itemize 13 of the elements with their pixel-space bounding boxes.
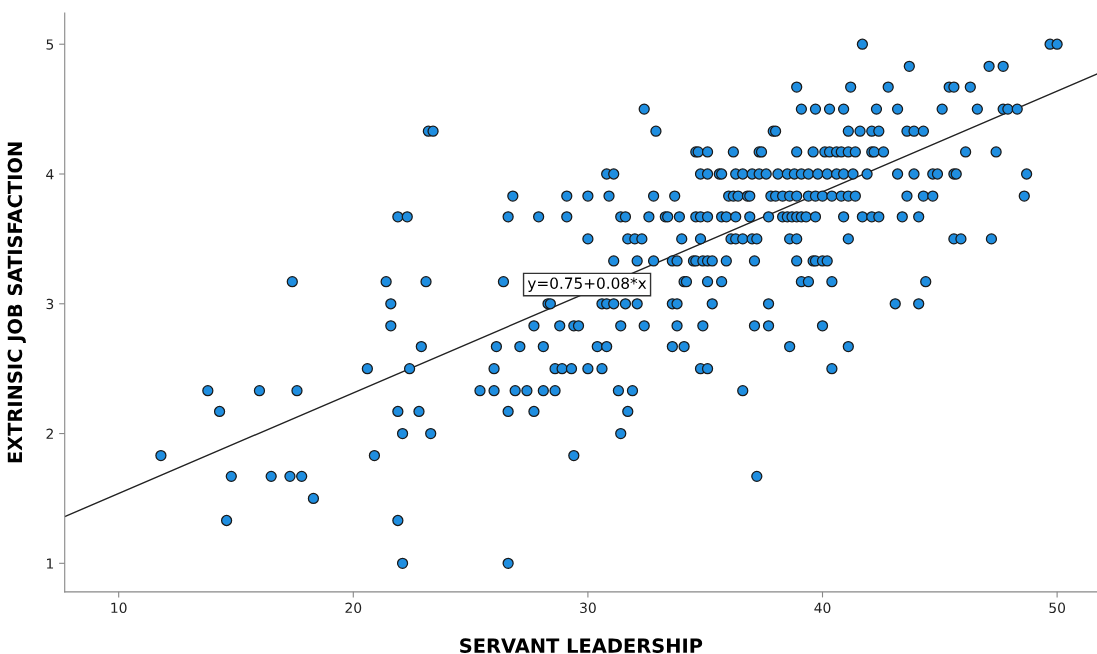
y-axis-title: EXTRINSIC JOB SATISFACTION bbox=[7, 142, 26, 463]
x-tick-label: 20 bbox=[345, 602, 362, 614]
y-tick-label: 3 bbox=[46, 298, 54, 310]
x-tick-label: 10 bbox=[111, 602, 127, 614]
y-tick-label: 5 bbox=[46, 39, 54, 50]
x-tick-label: 30 bbox=[580, 602, 596, 614]
y-tick-label: 4 bbox=[46, 169, 54, 180]
y-tick-label: 1 bbox=[47, 558, 54, 569]
y-tick-label: 2 bbox=[46, 428, 53, 439]
x-tick-label: 40 bbox=[814, 602, 831, 614]
x-tick-label: 50 bbox=[1049, 602, 1066, 614]
annotation: y=0.75+0.08*x bbox=[527, 277, 647, 292]
x-axis-title: SERVANT LEADERSHIP bbox=[460, 638, 703, 653]
